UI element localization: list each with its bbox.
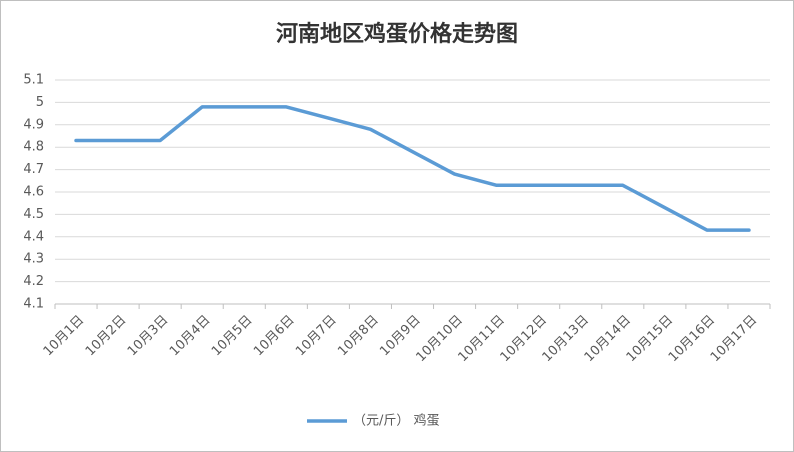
y-tick-label: 4.3 <box>23 252 44 267</box>
y-tick-label: 4.6 <box>23 185 44 200</box>
line-series <box>74 105 751 232</box>
y-tick-label: 5 <box>36 95 44 110</box>
y-tick-label: 4.1 <box>23 297 44 312</box>
chart-title: 河南地区鸡蛋价格走势图 <box>276 21 518 46</box>
y-tick-label: 4.7 <box>23 162 44 177</box>
y-tick-label: 4.9 <box>23 117 44 132</box>
legend-label: （元/斤） 鸡蛋 <box>353 413 440 429</box>
y-tick-label: 4.5 <box>23 207 44 222</box>
y-tick-label: 5.1 <box>23 73 44 88</box>
y-tick-label: 4.4 <box>23 229 44 244</box>
y-tick-label: 4.2 <box>23 274 44 289</box>
y-tick-label: 4.8 <box>23 140 44 155</box>
